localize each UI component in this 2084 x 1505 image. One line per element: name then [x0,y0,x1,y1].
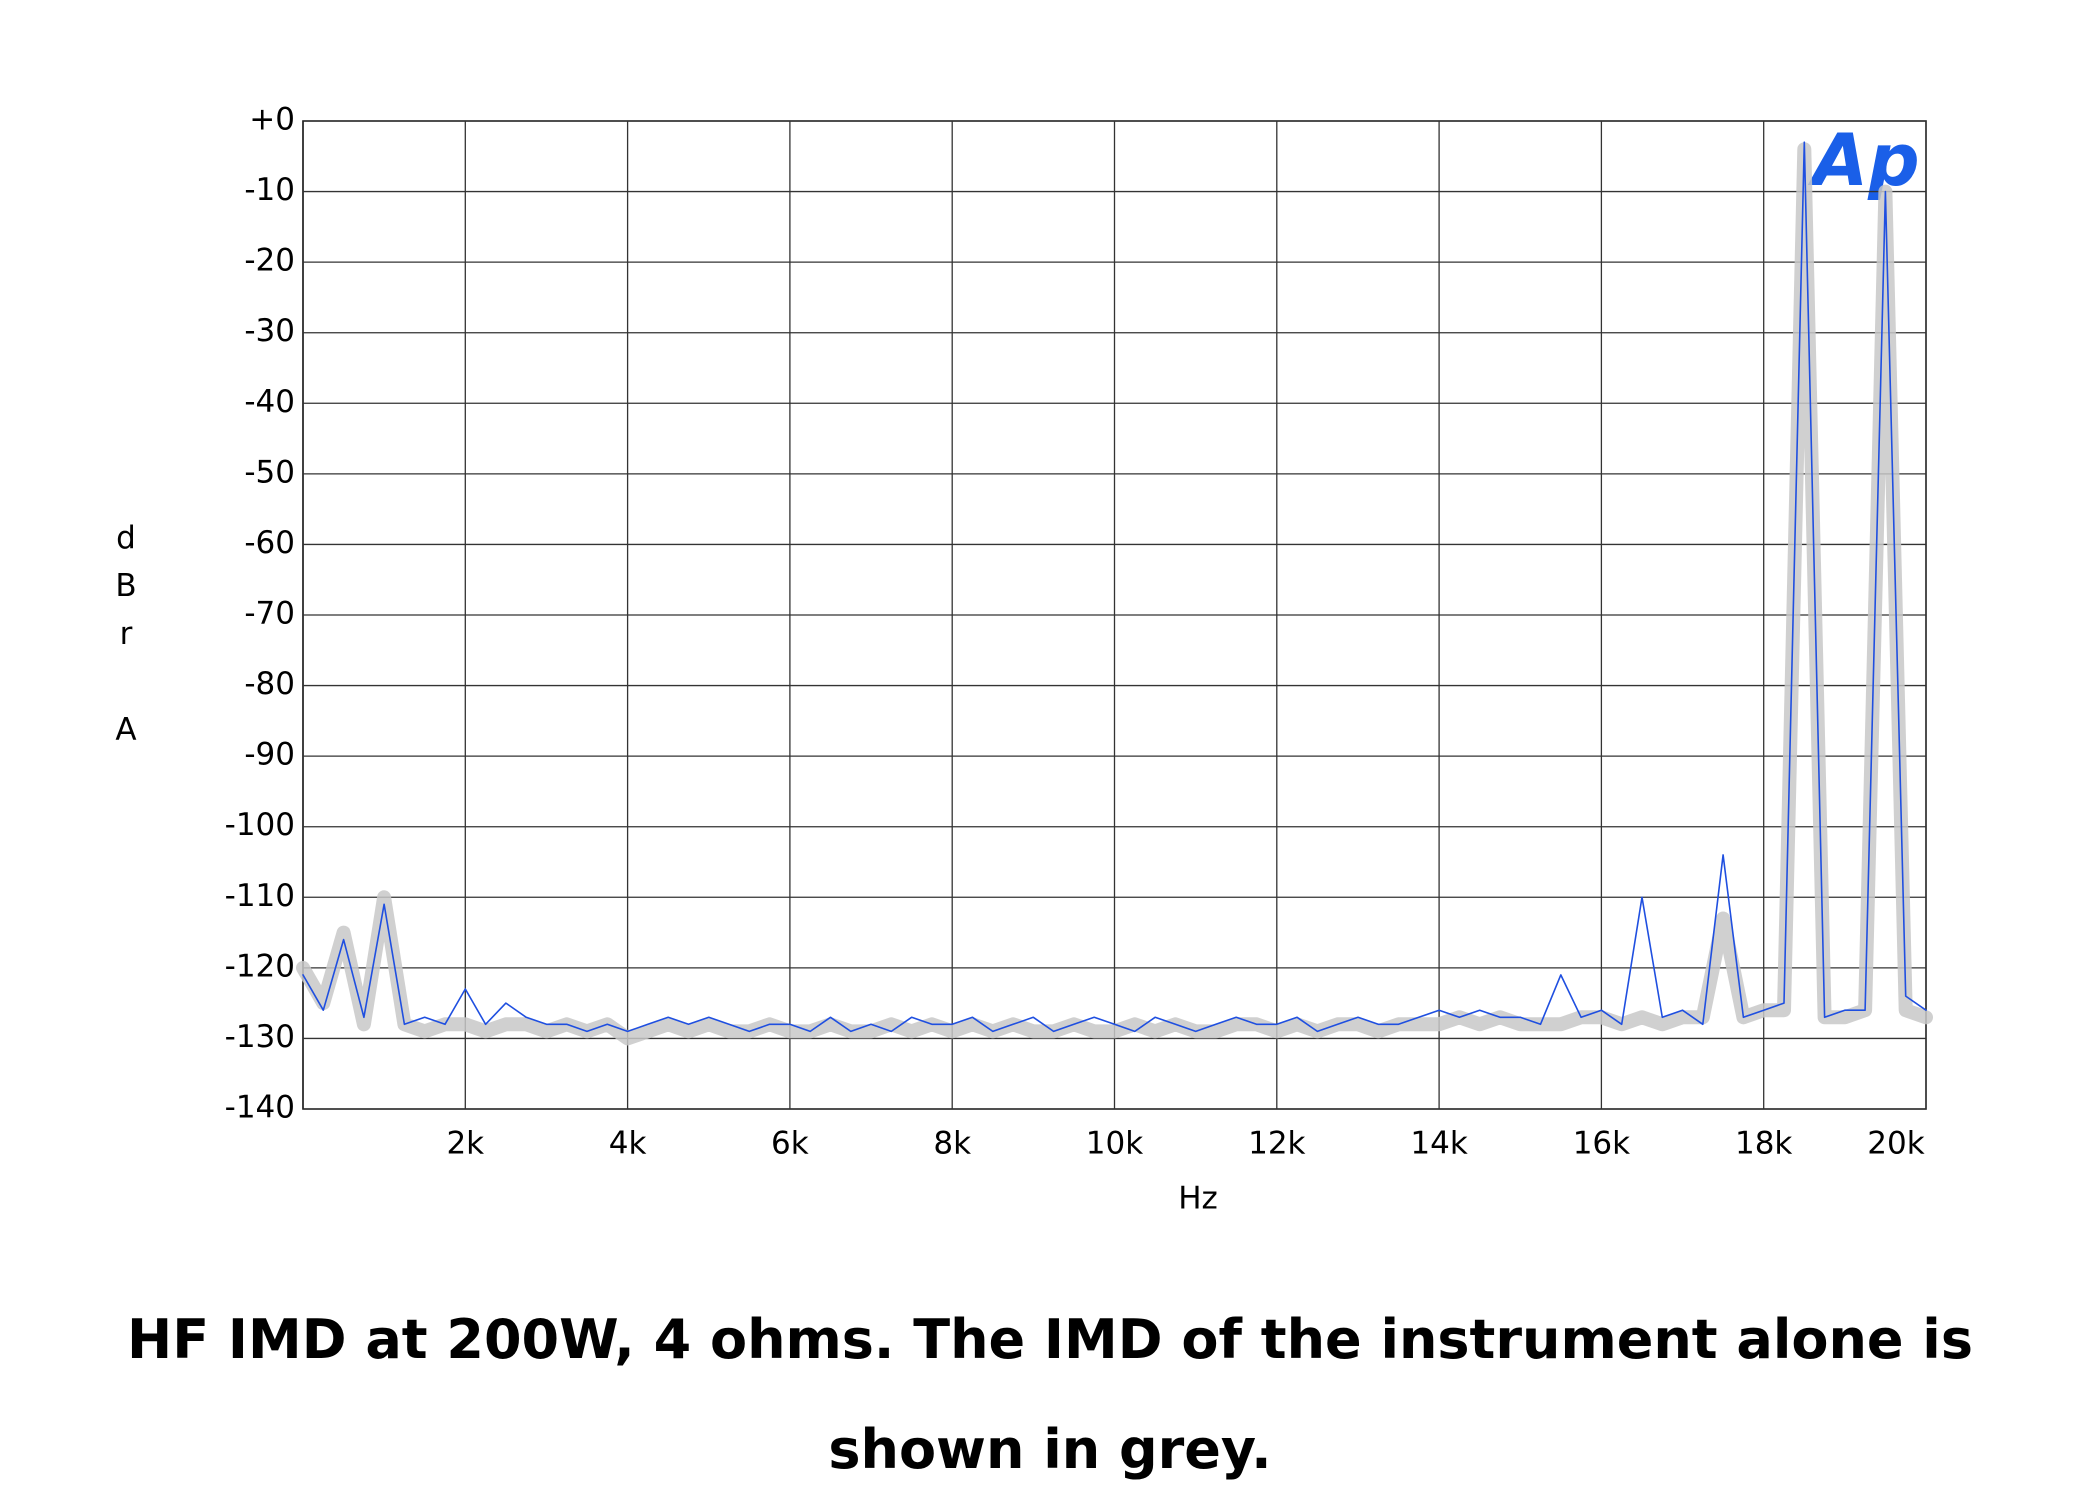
y-tick-label: -70 [244,596,295,632]
y-tick-label: -120 [225,948,295,984]
y-tick-label: -140 [225,1090,295,1126]
x-tick-label: 6k [771,1126,809,1162]
y-tick-label: -30 [244,313,295,349]
x-tick-label: 14k [1410,1126,1467,1162]
y-tick-label: -110 [225,878,295,914]
x-tick-label: 18k [1735,1126,1792,1162]
x-tick-label: 10k [1086,1126,1143,1162]
chart: Hz dBr A Ap +0 -10 -20 -30 -40 -50 -60 -70 -80 -9… [108,102,1933,1217]
y-tick-label: -80 [244,666,295,702]
y-tick-label: -50 [244,454,295,490]
x-tick-label: 2k [446,1126,484,1162]
y-tick-label: -60 [244,525,295,561]
y-tick-label: -90 [244,737,295,773]
y-tick-label: -100 [225,807,295,843]
y-tick-label: -40 [244,384,295,420]
caption: HF IMD at 200W, 4 ohms. The IMD of the i… [127,1308,1973,1481]
y-tick-label: +0 [249,102,295,138]
y-tick-label: -130 [225,1019,295,1055]
y-axis-label: dBr A [108,520,144,760]
trace [302,141,1927,1033]
y-tick-label: -20 [244,243,295,279]
x-tick-label: 20k [1867,1126,1924,1162]
x-tick-label: 16k [1573,1126,1630,1162]
x-tick-label: 12k [1248,1126,1305,1162]
x-tick-label: 4k [609,1126,647,1162]
y-tick-label: -10 [244,172,295,208]
x-tick-label: 8k [933,1126,971,1162]
x-axis-label: Hz [1178,1181,1218,1217]
logo: Ap [1807,118,1919,202]
